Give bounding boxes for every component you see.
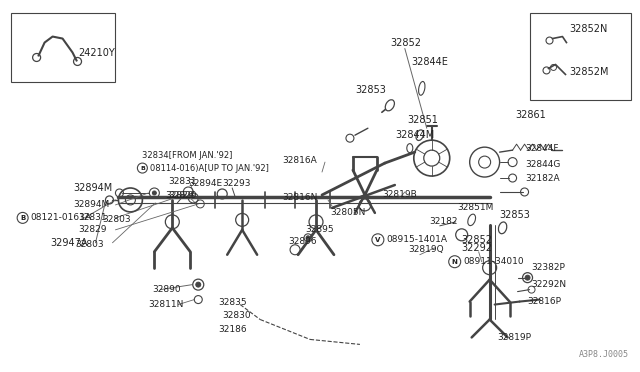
Text: 32816P: 32816P xyxy=(527,297,561,306)
Circle shape xyxy=(306,236,310,240)
Text: A3P8.J0005: A3P8.J0005 xyxy=(579,350,629,359)
Ellipse shape xyxy=(468,214,476,225)
Text: 32851: 32851 xyxy=(408,115,438,125)
Text: 32834[FROM JAN.'92]: 32834[FROM JAN.'92] xyxy=(142,151,233,160)
Text: 08915-1401A: 08915-1401A xyxy=(387,235,448,244)
Bar xyxy=(11,13,115,82)
Text: 08114-016)A[UP TO JAN.'92]: 08114-016)A[UP TO JAN.'92] xyxy=(150,164,269,173)
Text: 32861: 32861 xyxy=(516,110,547,120)
Text: 32803: 32803 xyxy=(76,240,104,249)
Circle shape xyxy=(152,191,156,195)
Text: 24210Y: 24210Y xyxy=(79,48,115,58)
Text: 32831: 32831 xyxy=(168,177,197,186)
Text: 32816A: 32816A xyxy=(282,155,317,164)
Text: 32811N: 32811N xyxy=(148,300,184,309)
Text: 32852: 32852 xyxy=(461,235,493,245)
Text: B: B xyxy=(140,166,145,171)
Text: 32803: 32803 xyxy=(102,215,131,224)
Text: 08911-34010: 08911-34010 xyxy=(464,257,524,266)
Text: 32805N: 32805N xyxy=(330,208,365,217)
Text: 32835: 32835 xyxy=(218,298,247,307)
Text: 32182A: 32182A xyxy=(525,173,560,183)
Text: 32819P: 32819P xyxy=(498,333,532,342)
Text: N: N xyxy=(452,259,458,265)
Text: 32293: 32293 xyxy=(222,179,251,187)
Text: 32844F: 32844F xyxy=(525,144,559,153)
Bar xyxy=(529,13,631,100)
Text: 32292N: 32292N xyxy=(532,280,566,289)
Ellipse shape xyxy=(416,130,424,141)
Text: 32829: 32829 xyxy=(79,225,107,234)
Text: 32292: 32292 xyxy=(461,243,493,253)
Text: 32819B: 32819B xyxy=(382,190,417,199)
Text: 32853: 32853 xyxy=(500,210,531,220)
Text: 32853: 32853 xyxy=(355,85,386,95)
Text: 32890: 32890 xyxy=(152,285,181,294)
Text: V: V xyxy=(375,237,381,243)
Text: 32844E: 32844E xyxy=(412,57,449,67)
Text: 32844G: 32844G xyxy=(525,160,561,169)
Text: 32852: 32852 xyxy=(390,38,421,48)
Text: B: B xyxy=(20,215,25,221)
Text: 32851M: 32851M xyxy=(458,203,494,212)
Text: 32852N: 32852N xyxy=(570,23,608,33)
Ellipse shape xyxy=(385,100,394,111)
Text: 32894E: 32894E xyxy=(188,179,223,187)
Text: 32844M: 32844M xyxy=(395,130,434,140)
Ellipse shape xyxy=(499,222,507,234)
Ellipse shape xyxy=(407,144,413,153)
Text: 32894M: 32894M xyxy=(74,183,113,193)
Ellipse shape xyxy=(419,81,425,95)
Text: 32182: 32182 xyxy=(430,217,458,227)
Circle shape xyxy=(525,275,530,280)
Text: 32852M: 32852M xyxy=(570,67,609,77)
Text: 32947A: 32947A xyxy=(51,238,88,248)
Text: 32382P: 32382P xyxy=(532,263,565,272)
Text: 32829: 32829 xyxy=(168,192,197,201)
Text: 32831: 32831 xyxy=(79,214,107,222)
Text: 32894M: 32894M xyxy=(74,201,110,209)
Text: 32830: 32830 xyxy=(222,311,251,320)
Text: 32895: 32895 xyxy=(305,225,333,234)
Circle shape xyxy=(196,282,201,287)
Text: 32829: 32829 xyxy=(165,192,194,201)
Text: 32816N: 32816N xyxy=(282,193,317,202)
Text: 32819Q: 32819Q xyxy=(408,245,444,254)
Text: 08121-0161A: 08121-0161A xyxy=(31,214,92,222)
Text: 32186: 32186 xyxy=(218,325,247,334)
Text: 32896: 32896 xyxy=(288,237,317,246)
